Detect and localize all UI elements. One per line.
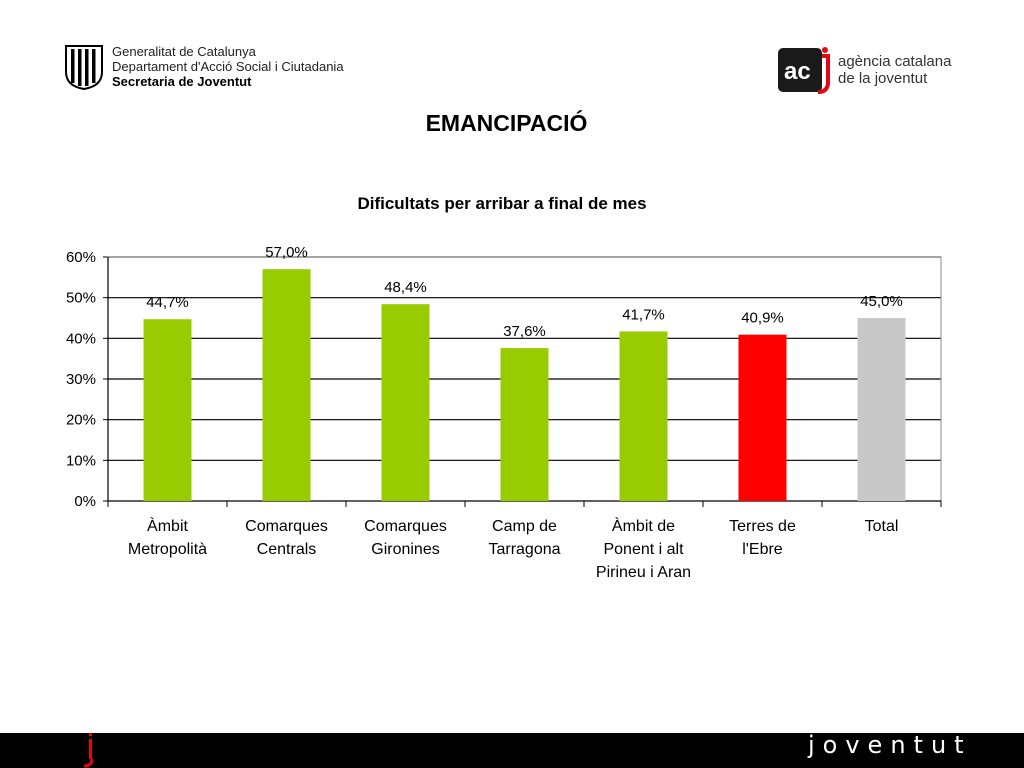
bar — [619, 331, 668, 501]
x-tick-label: Total — [865, 518, 899, 535]
x-tick-labels: Àmbit Metropolità Comarques Centrals Comarqu… — [128, 516, 898, 581]
y-tick-label: 30% — [66, 371, 96, 388]
bar-value-label: 57,0% — [265, 244, 308, 261]
x-tick-label: Ponent i alt — [603, 541, 684, 558]
gencat-logo-icon — [65, 45, 103, 90]
bar — [857, 318, 906, 501]
y-tick-label: 10% — [66, 452, 96, 469]
bar-value-label: 37,6% — [503, 323, 546, 340]
x-tick-label: Àmbit de — [612, 516, 675, 535]
bar-value-label: 40,9% — [741, 310, 784, 327]
y-tick-label: 0% — [74, 493, 96, 510]
x-tick-label: Tarragona — [488, 541, 560, 558]
bar-value-label: 44,7% — [146, 294, 189, 311]
footer-j-icon — [83, 733, 94, 768]
acj-logo-icon: ac — [778, 47, 830, 94]
gencat-line-1: Generalitat de Catalunya — [112, 44, 256, 59]
footer-wordmark: joventut — [808, 731, 972, 759]
x-tick-label: Camp de — [492, 518, 557, 535]
x-tick-label: Metropolità — [128, 541, 207, 558]
bars — [143, 269, 906, 501]
x-tick-label: l'Ebre — [742, 541, 783, 558]
footer-bar — [0, 733, 1024, 768]
acj-header: ac agència catalana de la joventut — [778, 46, 951, 94]
acj-logo-text: ac — [784, 58, 811, 85]
bar — [262, 269, 311, 501]
x-tick-label: Àmbit — [147, 516, 188, 535]
bar — [381, 304, 430, 501]
y-tick-label: 60% — [66, 249, 96, 266]
x-tick-label: Terres de — [729, 518, 796, 535]
x-tick-label: Centrals — [257, 541, 317, 558]
y-tick-label: 40% — [66, 330, 96, 347]
page-title: EMANCIPACIÓ — [425, 110, 588, 136]
y-tick-labels: 0% 10% 20% 30% 40% 50% 60% — [66, 249, 96, 510]
gencat-line-2: Departament d'Acció Social i Ciutadania — [112, 59, 344, 74]
x-tick-label: Gironines — [371, 541, 439, 558]
bar — [500, 348, 549, 501]
acj-line-2: de la joventut — [838, 70, 928, 87]
bar-value-label: 45,0% — [860, 293, 903, 310]
bar-value-label: 41,7% — [622, 306, 665, 323]
bar-chart: Dificultats per arribar a final de mes 4… — [66, 194, 942, 581]
chart-title: Dificultats per arribar a final de mes — [357, 194, 646, 213]
bar — [738, 334, 787, 501]
y-tick-label: 20% — [66, 412, 96, 429]
bar-value-label: 48,4% — [384, 279, 427, 296]
x-tick-label: Comarques — [364, 518, 447, 535]
acj-line-1: agència catalana — [838, 53, 952, 70]
data-labels: 44,7% 57,0% 48,4% 37,6% 41,7% 40,9% 45,0% — [146, 244, 903, 340]
x-tick-label: Comarques — [245, 518, 328, 535]
x-tick-label: Pirineu i Aran — [596, 564, 691, 581]
gencat-line-3: Secretaria de Joventut — [112, 74, 252, 89]
y-tick-label: 50% — [66, 290, 96, 307]
bar — [143, 319, 192, 501]
gencat-header: Generalitat de Catalunya Departament d'A… — [64, 44, 344, 90]
